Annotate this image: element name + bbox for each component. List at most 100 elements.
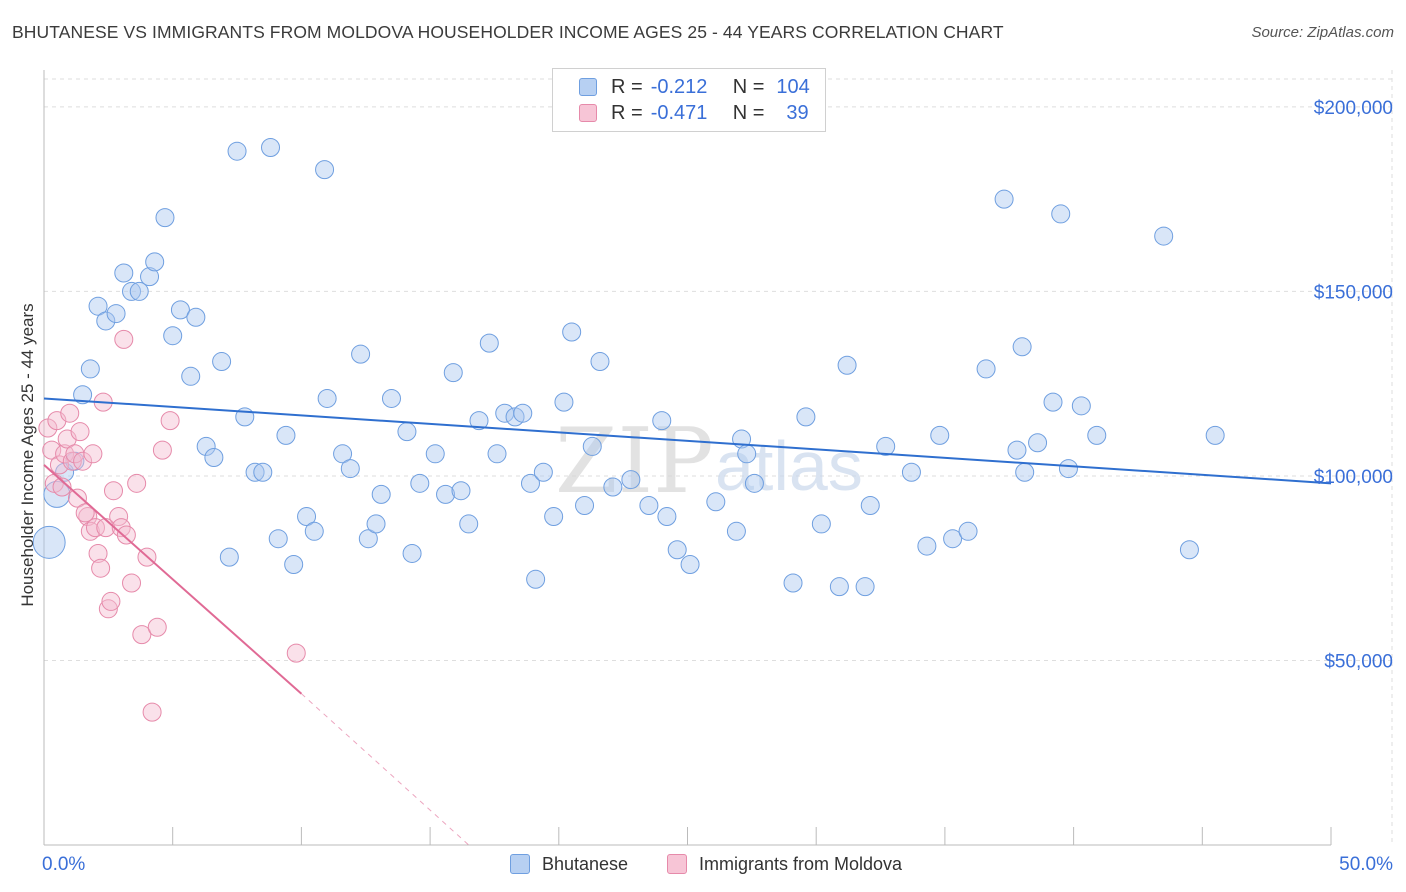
point-bhutanese-27 [261, 138, 281, 157]
point-bhutanese-88 [943, 529, 963, 549]
point-moldova-17 [85, 518, 105, 538]
point-moldova-37 [286, 643, 306, 663]
point-bhutanese-97 [1058, 459, 1078, 479]
point-bhutanese-49 [459, 514, 479, 534]
point-bhutanese-10 [122, 281, 142, 301]
point-bhutanese-57 [526, 569, 546, 589]
point-bhutanese-36 [340, 459, 360, 479]
point-bhutanese-13 [145, 252, 165, 272]
point-bhutanese-83 [860, 495, 880, 515]
point-bhutanese-69 [657, 507, 677, 527]
point-bhutanese-46 [436, 484, 456, 504]
point-bhutanese-75 [737, 444, 757, 464]
r-value-bhutanese: -0.212 [650, 75, 708, 98]
y-tick-labels: $50,000 $100,000 $150,000 $200,000 [1314, 98, 1393, 673]
point-bhutanese-71 [680, 555, 700, 575]
point-bhutanese-62 [575, 495, 595, 515]
r-value-moldova: -0.471 [650, 101, 708, 124]
point-moldova-31 [132, 625, 152, 645]
point-bhutanese-60 [554, 392, 574, 412]
point-bhutanese-38 [358, 529, 378, 549]
point-bhutanese-73 [726, 521, 746, 541]
y-axis-label: Householder Income Ages 25 - 44 years [18, 303, 37, 607]
trend-line-moldova [43, 464, 303, 695]
point-bhutanese-77 [783, 573, 803, 593]
y-tick-label-2: $150,000 [1314, 282, 1393, 303]
point-bhutanese-33 [315, 160, 335, 180]
point-bhutanese-63 [582, 436, 602, 456]
point-bhutanese-8 [106, 304, 126, 324]
point-bhutanese-102 [1205, 425, 1225, 445]
point-bhutanese-5 [80, 359, 100, 379]
trend-extension-moldova [301, 693, 470, 846]
point-bhutanese-55 [513, 403, 533, 423]
point-moldova-25 [109, 507, 129, 527]
point-bhutanese-82 [855, 577, 875, 597]
x-tick-label-min: 0.0% [42, 854, 85, 875]
bhutanese-swatch [579, 78, 597, 96]
point-bhutanese-100 [1154, 226, 1174, 246]
point-bhutanese-31 [297, 507, 317, 527]
point-bhutanese-14 [155, 208, 175, 228]
point-bhutanese-96 [1051, 204, 1071, 224]
correlation-legend: R = -0.212 N = 104 R = -0.471 N = 39 [552, 68, 826, 132]
point-bhutanese-34 [317, 388, 337, 408]
point-bhutanese-64 [590, 352, 610, 372]
point-bhutanese-42 [397, 422, 417, 442]
point-bhutanese-40 [371, 484, 391, 504]
y-tick-label-1: $100,000 [1314, 467, 1393, 488]
point-moldova-13 [73, 451, 93, 471]
point-bhutanese-66 [621, 470, 641, 490]
point-bhutanese-65 [603, 477, 623, 497]
point-bhutanese-58 [533, 462, 553, 482]
point-moldova-8 [60, 403, 80, 423]
point-moldova-4 [49, 455, 69, 475]
moldova-swatch [579, 104, 597, 122]
trend-lines [43, 397, 1332, 846]
point-bhutanese-78 [796, 407, 816, 427]
point-moldova-27 [114, 329, 134, 349]
x-tick-label-max: 50.0% [1339, 854, 1393, 875]
point-moldova-30 [127, 473, 147, 493]
n-value-moldova: 39 [786, 101, 809, 124]
point-bhutanese-4 [73, 385, 93, 405]
legend-row-bhutanese: R = -0.212 N = 104 [579, 76, 810, 98]
point-bhutanese-86 [917, 536, 937, 556]
point-bhutanese-28 [268, 529, 288, 549]
point-moldova-36 [160, 411, 180, 431]
point-bhutanese-25 [245, 462, 265, 482]
point-bhutanese-76 [744, 473, 764, 493]
point-bhutanese-32 [304, 521, 324, 541]
point-bhutanese-103 [1012, 337, 1032, 357]
bottom-legend-bhutanese: Bhutanese [510, 853, 628, 875]
point-moldova-29 [122, 573, 142, 593]
r-label: R = [611, 101, 643, 124]
point-bhutanese-45 [425, 444, 445, 464]
point-bhutanese-0 [32, 525, 66, 559]
point-moldova-22 [98, 599, 118, 619]
point-bhutanese-30 [284, 555, 304, 575]
legend-row-moldova: R = -0.471 N = 39 [579, 102, 809, 124]
point-bhutanese-70 [667, 540, 687, 560]
point-moldova-15 [80, 521, 100, 541]
point-bhutanese-90 [976, 359, 996, 379]
point-bhutanese-11 [129, 281, 149, 301]
point-moldova-33 [142, 702, 162, 722]
point-bhutanese-80 [829, 577, 849, 597]
point-bhutanese-35 [333, 444, 353, 464]
n-label: N = [732, 75, 765, 98]
r-label: R = [611, 75, 643, 98]
n-label: N = [732, 101, 765, 124]
point-bhutanese-89 [958, 521, 978, 541]
n-value-bhutanese: 104 [776, 75, 810, 98]
point-bhutanese-81 [837, 355, 857, 375]
point-bhutanese-56 [520, 473, 540, 493]
point-bhutanese-87 [930, 425, 950, 445]
point-bhutanese-94 [1028, 433, 1048, 453]
point-moldova-28 [116, 525, 136, 545]
point-bhutanese-7 [96, 311, 116, 331]
chart-title: BHUTANESE VS IMMIGRANTS FROM MOLDOVA HOU… [12, 22, 1004, 42]
point-bhutanese-6 [88, 296, 108, 316]
point-moldova-35 [152, 440, 172, 460]
